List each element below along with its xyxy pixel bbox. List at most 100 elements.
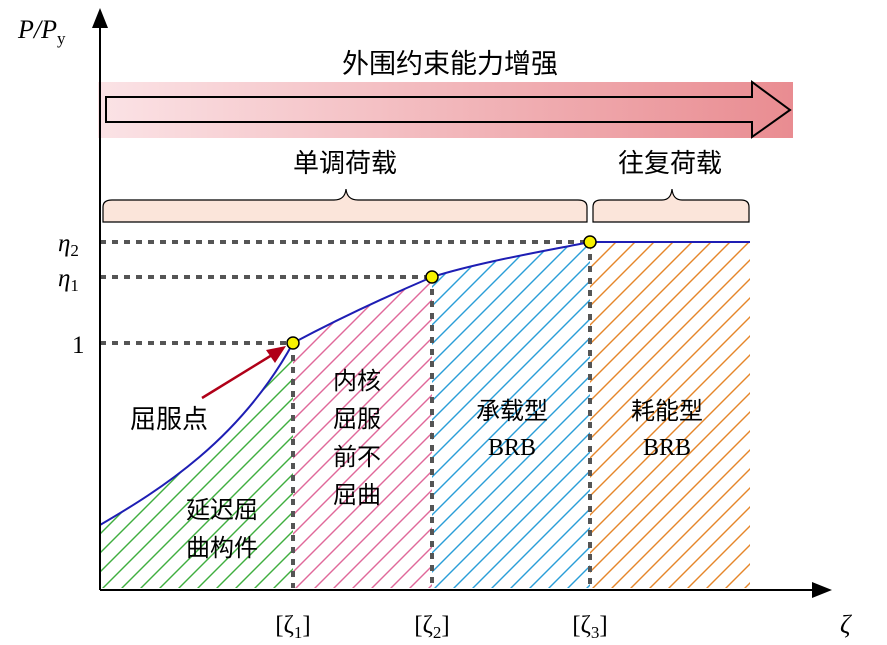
hatch-line — [451, 242, 590, 588]
hatch-line — [432, 242, 528, 588]
hatch-line — [590, 392, 750, 554]
hatch-line — [590, 354, 750, 516]
cyclic-load-label: 往复荷载 — [618, 149, 722, 179]
hatch-line — [350, 277, 432, 588]
hatch-line — [214, 343, 293, 588]
hatch-line — [432, 242, 590, 588]
hatch-line — [293, 277, 432, 588]
hatch-line — [590, 242, 731, 383]
hatch-line — [590, 259, 750, 421]
x-tick-z1-close: ] — [302, 612, 310, 639]
x-tick-z2: [ζ2] — [414, 612, 450, 642]
zone-core-line-4: 屈曲 — [333, 481, 381, 509]
hatch-line — [590, 242, 655, 307]
hatch-line — [432, 242, 590, 588]
hatch-line — [590, 242, 693, 345]
hatch-line — [649, 487, 750, 588]
hatch-line — [100, 343, 101, 588]
hatch-line — [293, 277, 432, 588]
x-tick-z3-close: ] — [599, 612, 607, 639]
zone-delayed-line-1: 延迟屈 — [186, 496, 258, 524]
hatch-line — [508, 242, 590, 588]
hatch-line — [590, 316, 750, 478]
y-tick-eta1: η1 — [58, 265, 79, 295]
zone-core-line-3: 前不 — [333, 443, 381, 471]
zone-core-line-2: 屈服 — [333, 405, 381, 433]
hatch-line — [100, 343, 293, 588]
hatch-line — [592, 430, 750, 588]
y-tick-eta2-sub: 2 — [70, 241, 79, 260]
hatch-line — [590, 373, 750, 535]
hatch-line — [293, 277, 432, 588]
y-axis-arrowhead — [92, 8, 108, 28]
hatch-line — [432, 242, 590, 588]
x-tick-z3-main: [ζ — [572, 612, 591, 639]
hatch-line — [590, 297, 750, 459]
x-tick-z1-main: [ζ — [275, 612, 294, 639]
point-zeta3 — [583, 235, 597, 249]
y-tick-eta1-sub: 1 — [70, 276, 79, 295]
hatch-line — [432, 242, 590, 588]
hatch-line — [489, 242, 590, 588]
hatch-line — [762, 230, 887, 590]
hatch-line — [195, 343, 293, 588]
hatch-line — [432, 242, 590, 588]
y-axis-label-sub: y — [57, 29, 66, 48]
zone-delayed-label: 延迟屈 曲构件 — [186, 496, 258, 562]
hatch-line — [590, 411, 750, 573]
banner-arrow — [105, 80, 792, 139]
hatch-line — [432, 242, 590, 588]
zone-core-label: 内核 屈服 前不 屈曲 — [333, 367, 381, 509]
hatch-line — [293, 277, 432, 588]
hatch-line — [293, 277, 432, 588]
hatch-line — [119, 343, 293, 588]
hatch-line — [432, 242, 547, 588]
y-tick-eta2: η2 — [58, 230, 79, 260]
hatch-line — [271, 343, 293, 588]
hatch-line — [293, 277, 432, 588]
y-tick-eta1-main: η — [58, 265, 70, 292]
monotonic-brace — [102, 188, 588, 223]
zone-delayed-line-2: 曲构件 — [186, 534, 258, 562]
zone-energy-label: 耗能型 BRB — [631, 397, 703, 461]
hatch-line — [744, 582, 750, 588]
hatch-line — [432, 242, 509, 588]
point-zeta2 — [425, 270, 439, 284]
x-tick-z2-close: ] — [441, 612, 449, 639]
hatch-line — [176, 343, 293, 588]
zone-core-line-1: 内核 — [333, 367, 381, 395]
y-tick-eta2-main: η — [58, 230, 70, 257]
banner-text: 外围约束能力增强 — [342, 49, 558, 80]
hatch-line — [611, 449, 750, 588]
hatch-line — [470, 242, 590, 588]
zone-energy-hatch — [590, 230, 887, 590]
hatch-line — [546, 242, 590, 588]
hatch-line — [293, 277, 432, 588]
hatch-line — [725, 563, 750, 588]
hatch-line — [590, 278, 750, 440]
monotonic-load-label: 单调荷载 — [293, 149, 397, 179]
hatch-line — [432, 242, 590, 588]
yield-point-arrowhead — [266, 346, 286, 363]
hatch-line — [432, 242, 590, 588]
hatch-line — [590, 242, 712, 364]
point-zeta1 — [286, 336, 300, 350]
x-axis-arrowhead — [812, 582, 832, 598]
zone-energy-line-2: BRB — [643, 435, 691, 461]
hatch-line — [293, 277, 432, 588]
yield-point-arrow — [201, 353, 273, 400]
cyclic-brace — [592, 188, 750, 223]
x-tick-z3-sub: 3 — [591, 623, 600, 642]
hatch-line — [590, 335, 750, 497]
hatch-line — [630, 468, 750, 588]
zone-bearing-line-2: BRB — [488, 435, 536, 461]
x-tick-z2-main: [ζ — [414, 612, 433, 639]
hatch-line — [138, 343, 293, 588]
y-tick-one: 1 — [72, 332, 85, 359]
y-axis-label-main: P/P — [17, 15, 57, 44]
zone-bearing-line-1: 承载型 — [476, 397, 548, 425]
hatch-line — [432, 242, 590, 588]
x-tick-z1-sub: 1 — [294, 623, 303, 642]
hatch-line — [432, 242, 566, 588]
